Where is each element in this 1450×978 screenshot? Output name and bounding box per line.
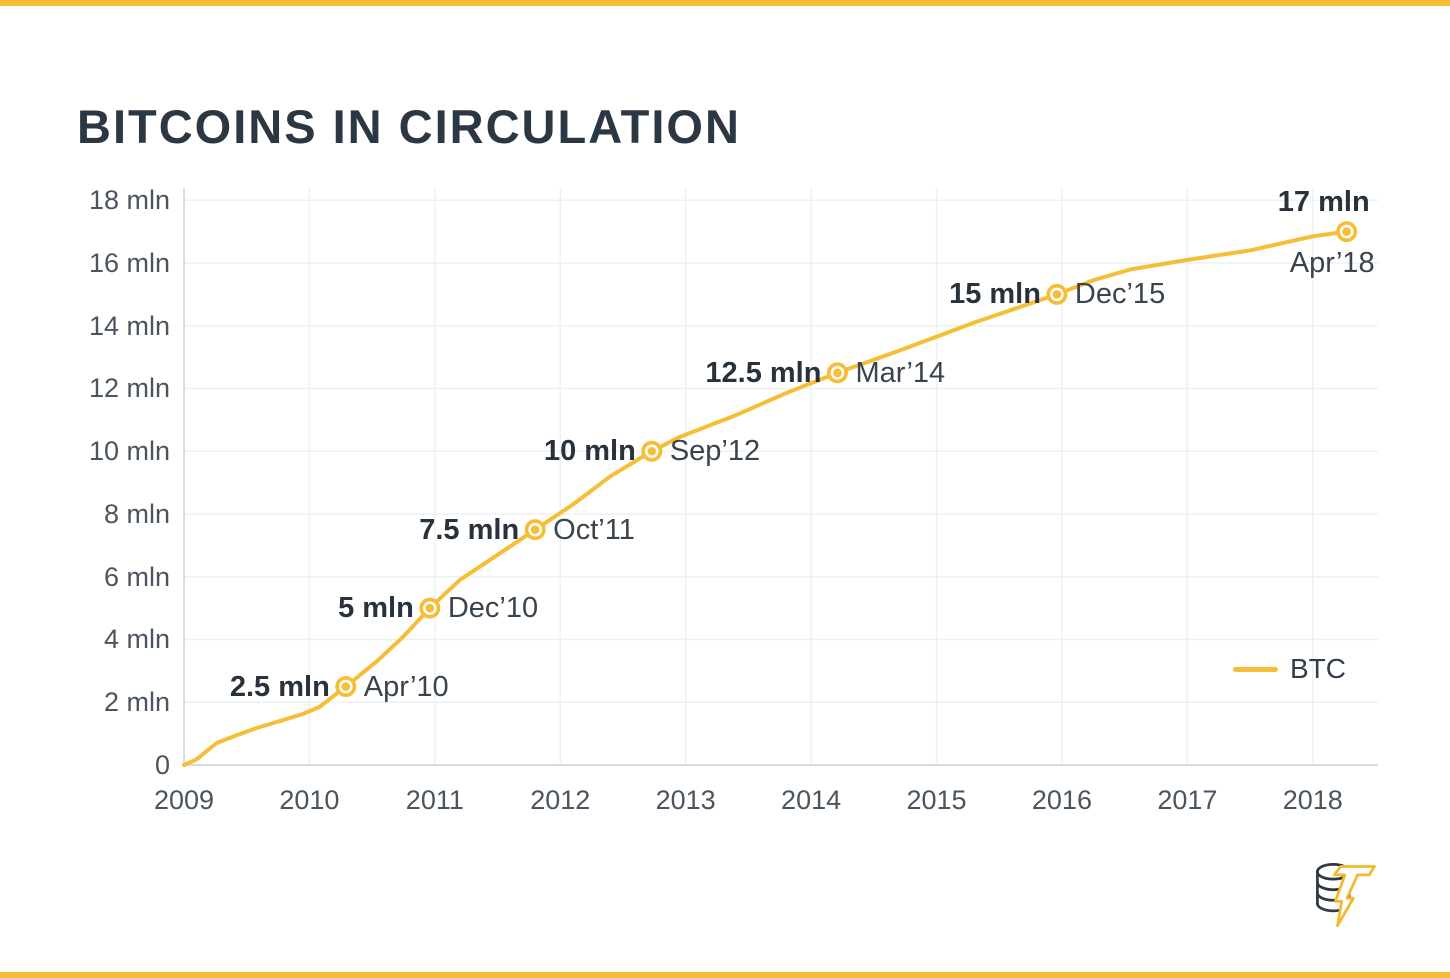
milestone-marker [335,676,357,698]
coin-stack-lightning-icon [1316,862,1376,928]
milestone-marker [524,519,546,541]
milestone-marker [1046,283,1068,305]
legend: BTC [1233,653,1346,685]
bottom-accent-bar [0,972,1450,978]
btc-supply-line [182,229,1349,767]
lightning-bolt-icon [1332,865,1376,928]
milestone-marker [1336,221,1358,243]
milestone-marker [641,440,663,462]
milestone-marker [826,362,848,384]
milestone-marker [419,597,441,619]
top-accent-bar [0,0,1450,6]
legend-label: BTC [1290,653,1346,684]
legend-line-swatch [1233,666,1278,672]
page-title: BITCOINS IN CIRCULATION [77,100,741,154]
